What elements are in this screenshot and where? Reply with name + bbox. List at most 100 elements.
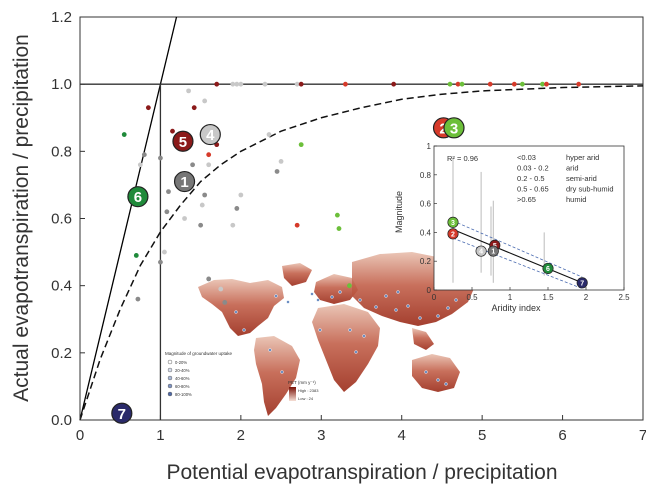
marker-3: 3 bbox=[443, 117, 465, 139]
data-point-31 bbox=[274, 169, 280, 174]
inset-y-tick-label-3: 0.6 bbox=[420, 200, 432, 209]
pet-legend-high: High : 2383 bbox=[298, 388, 319, 393]
marker-4: 4 bbox=[199, 123, 221, 146]
y-tick-label-3: 0.6 bbox=[51, 211, 72, 228]
inset-marker-1: 1 bbox=[487, 245, 499, 257]
x-axis-label: Potential evapotranspiration / precipita… bbox=[166, 461, 557, 484]
map-legend: 0-20% 20-40% 40-60% 60-80% 80-100% bbox=[167, 359, 192, 397]
marker-3-circle bbox=[443, 117, 465, 139]
map-site-19 bbox=[280, 370, 284, 374]
map-site-10 bbox=[446, 306, 450, 310]
data-point-32 bbox=[278, 159, 284, 164]
inset-marker-6: 6 bbox=[542, 262, 554, 274]
inset-marker-6-label: 6 bbox=[546, 266, 550, 273]
pet-legend-low: Low : 24 bbox=[298, 396, 314, 401]
data-point-5 bbox=[135, 296, 141, 302]
data-point-33 bbox=[294, 222, 300, 228]
inset-marker-2-label: 2 bbox=[451, 231, 455, 238]
inset-frame bbox=[433, 145, 625, 291]
data-point-40 bbox=[234, 81, 240, 87]
map-legend-swatch-4 bbox=[167, 391, 173, 397]
inset-marker-7: 7 bbox=[576, 277, 588, 289]
inset-y-tick-label-4: 0.8 bbox=[420, 171, 432, 180]
inset-class-name-3: dry sub-humid bbox=[566, 185, 614, 194]
inset-x-tick-label-5: 2.5 bbox=[618, 293, 630, 302]
marker-5-label: 5 bbox=[179, 134, 187, 151]
data-point-38 bbox=[214, 81, 220, 87]
marker-4-circle bbox=[199, 123, 221, 146]
inset-marker-7-circle bbox=[576, 277, 588, 289]
map-site-4 bbox=[358, 298, 362, 302]
data-point-24 bbox=[234, 206, 240, 211]
map-site-18 bbox=[268, 348, 272, 352]
data-point-6 bbox=[158, 259, 163, 265]
data-point-39 bbox=[230, 81, 236, 87]
data-point-50 bbox=[487, 81, 493, 87]
inset-regression-line bbox=[452, 229, 583, 284]
data-point-13 bbox=[170, 128, 175, 134]
marker-6-label: 6 bbox=[134, 189, 142, 206]
data-point-34 bbox=[298, 142, 304, 148]
map-legend-label-4: 80-100% bbox=[175, 392, 192, 397]
greenland-shape bbox=[282, 263, 312, 286]
map-site-2 bbox=[338, 290, 342, 294]
data-point-8 bbox=[164, 209, 170, 215]
inset-marker-7-label: 7 bbox=[580, 280, 584, 287]
inset-class-range-2: 0.2 - 0.5 bbox=[517, 174, 545, 183]
data-point-14 bbox=[191, 105, 197, 111]
marker-3-label: 3 bbox=[450, 120, 458, 137]
inset-y-label: Magnitude bbox=[394, 191, 404, 233]
data-point-48 bbox=[455, 81, 461, 87]
marker-4-label: 4 bbox=[206, 127, 215, 144]
marker-1-circle bbox=[173, 170, 196, 193]
inset-x-label: Aridity index bbox=[491, 303, 541, 313]
marker-7: 7 bbox=[111, 402, 133, 424]
map-site-20 bbox=[424, 370, 428, 374]
inset-marker-1-circle bbox=[487, 245, 499, 257]
map-site-22 bbox=[444, 382, 448, 386]
x-tick-label-2: 2 bbox=[237, 427, 245, 444]
inset-marker-6-circle bbox=[542, 262, 554, 274]
inset-class-range-4: >0.65 bbox=[517, 195, 536, 204]
data-point-12 bbox=[182, 216, 187, 221]
map-site-17 bbox=[234, 310, 238, 314]
y-tick-label-5: 1.0 bbox=[51, 76, 72, 93]
inset-chart: 325146700.511.522.500.20.40.60.81<0.03hy… bbox=[420, 142, 630, 302]
inset-marker-2: 2 bbox=[447, 228, 459, 240]
north-america-shape bbox=[198, 279, 284, 336]
world-map-inset: 0-20% 20-40% 40-60% 60-80% 80-100% bbox=[167, 252, 476, 416]
map-site-9 bbox=[436, 314, 440, 318]
data-point-16 bbox=[202, 98, 208, 104]
x-tick-label-6: 6 bbox=[558, 427, 566, 444]
map-site-13 bbox=[362, 334, 366, 338]
data-point-47 bbox=[447, 81, 453, 87]
map-site-0 bbox=[316, 298, 320, 302]
inset-class-name-4: humid bbox=[566, 195, 586, 204]
data-point-7 bbox=[162, 249, 167, 255]
inset-class-name-0: hyper arid bbox=[566, 153, 599, 162]
marker-7-label: 7 bbox=[118, 406, 126, 423]
data-point-30 bbox=[266, 132, 272, 137]
inset-r2-label: R² = 0.96 bbox=[447, 154, 478, 163]
map-site-8 bbox=[418, 316, 422, 320]
data-point-23 bbox=[198, 222, 204, 228]
map-site-16 bbox=[274, 294, 278, 298]
data-point-43 bbox=[294, 81, 300, 87]
inset-y-tick-label-0: 0 bbox=[427, 286, 432, 295]
europe-shape bbox=[314, 274, 358, 304]
marker-5: 5 bbox=[172, 130, 194, 152]
y-tick-label-2: 0.4 bbox=[51, 278, 72, 295]
data-point-27 bbox=[206, 276, 212, 282]
map-legend-label-0: 0-20% bbox=[175, 360, 187, 365]
map-legend-label-1: 20-40% bbox=[175, 368, 190, 373]
data-point-18 bbox=[206, 152, 212, 158]
data-point-17 bbox=[190, 162, 196, 168]
inset-x-tick-label-0: 0 bbox=[432, 293, 437, 302]
map-site-5 bbox=[374, 305, 378, 309]
y-tick-label-0: 0.0 bbox=[51, 412, 72, 429]
data-point-25 bbox=[238, 192, 244, 198]
map-site-3 bbox=[310, 292, 314, 296]
inset-x-tick-label-4: 2 bbox=[584, 293, 589, 302]
inset-class-range-1: 0.03 - 0.2 bbox=[517, 164, 549, 173]
